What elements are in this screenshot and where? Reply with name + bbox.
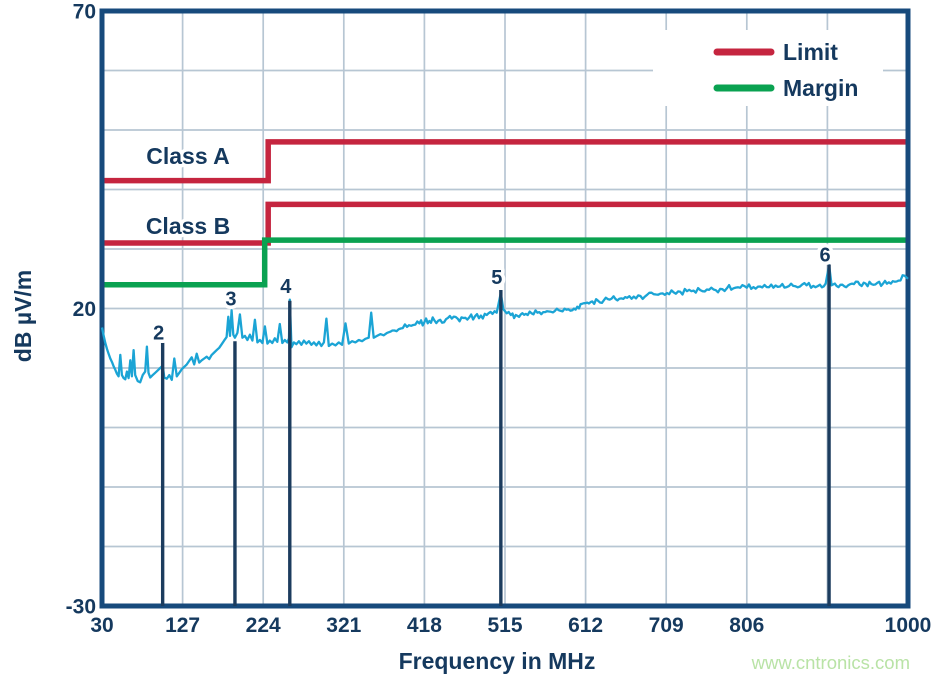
legend: Limit Margin [713, 36, 862, 105]
marker-label-5: 5 [491, 267, 502, 289]
marker-label-4: 4 [280, 276, 292, 298]
y-tick-label-20: 20 [73, 298, 96, 321]
x-tick-label-806: 806 [729, 614, 764, 637]
measured-trace [100, 263, 909, 384]
plot-border-rect [99, 8, 911, 609]
x-tick-label-224: 224 [246, 614, 281, 637]
x-tick-label-30: 30 [90, 614, 113, 637]
x-axis-title: Frequency in MHz [399, 648, 596, 674]
class-b-limit-line [102, 201, 908, 246]
x-tick-label-127: 127 [165, 614, 200, 637]
class-b-label: Class B [146, 213, 230, 239]
x-tick-label-612: 612 [568, 614, 603, 637]
watermark-text: www.cntronics.com [751, 652, 910, 673]
peak-markers: 2 3 4 5 6 [150, 241, 834, 606]
y-tick-label-70: 70 [73, 1, 96, 24]
x-tick-label-321: 321 [326, 614, 361, 637]
margin-legend-label: Margin [783, 75, 858, 101]
legend-background [653, 30, 883, 106]
marker-label-3: 3 [225, 289, 236, 311]
class-a-limit-line [102, 139, 908, 184]
class-a-label: Class A [146, 143, 230, 169]
y-tick-label--30: -30 [66, 596, 96, 619]
marker-label-6: 6 [819, 244, 830, 266]
tick-labels: 30 127 224 321 418 515 612 709 806 1000 70 20 -30 [66, 1, 932, 638]
x-tick-label-418: 418 [407, 614, 442, 637]
x-tick-label-709: 709 [649, 614, 684, 637]
y-axis-title: dB µV/m [10, 270, 36, 362]
plot-border [99, 8, 911, 609]
legend-panel [653, 30, 883, 106]
x-tick-label-515: 515 [487, 614, 522, 637]
margin-line [102, 237, 908, 288]
x-tick-label-1000: 1000 [885, 614, 932, 637]
limit-legend-label: Limit [783, 39, 838, 65]
emissions-trace-path [100, 263, 909, 384]
series-lines [102, 139, 908, 288]
marker-label-2: 2 [153, 322, 164, 344]
